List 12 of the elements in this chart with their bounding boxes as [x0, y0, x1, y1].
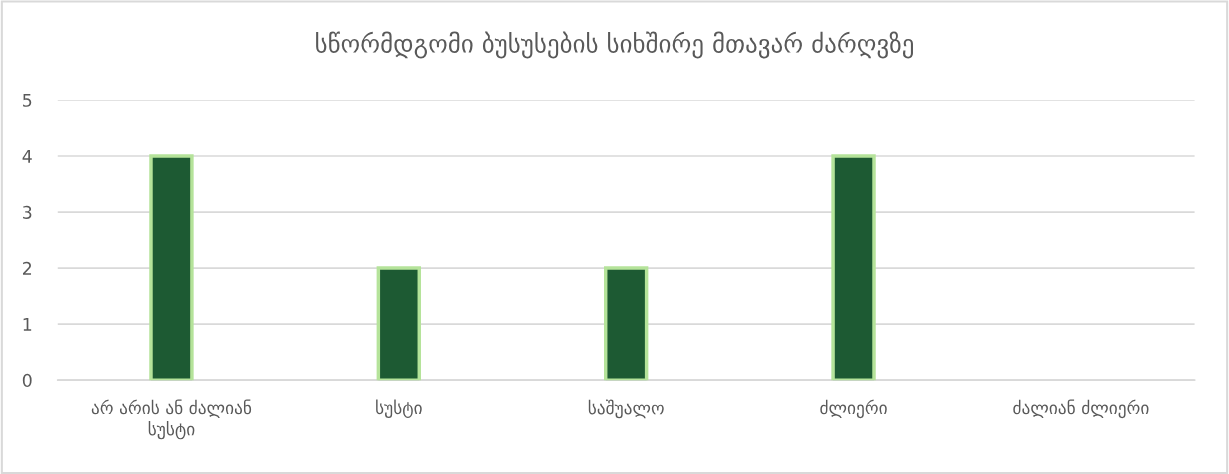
x-tick-label: საშუალო: [588, 399, 664, 419]
y-tick-label: 4: [22, 149, 32, 163]
y-tick-label: 3: [23, 205, 32, 219]
y-tick-label: 5: [23, 93, 32, 107]
x-tick-label: ძლიერი: [820, 399, 887, 419]
y-tick-label: 1: [23, 318, 32, 331]
y-tick-label: 2: [22, 261, 32, 275]
y-tick-label: 0: [22, 373, 32, 387]
x-tick-label: არ არის ან ძალიან სუსტი: [91, 399, 252, 440]
chart-title: სწორმდგომი ბუსუსების სიხშირე მთავარ ძარღვზე: [316, 31, 913, 59]
x-tick-label: ძალიან ძლიერი: [1013, 399, 1149, 419]
x-tick-label: სუსტი: [376, 399, 422, 419]
